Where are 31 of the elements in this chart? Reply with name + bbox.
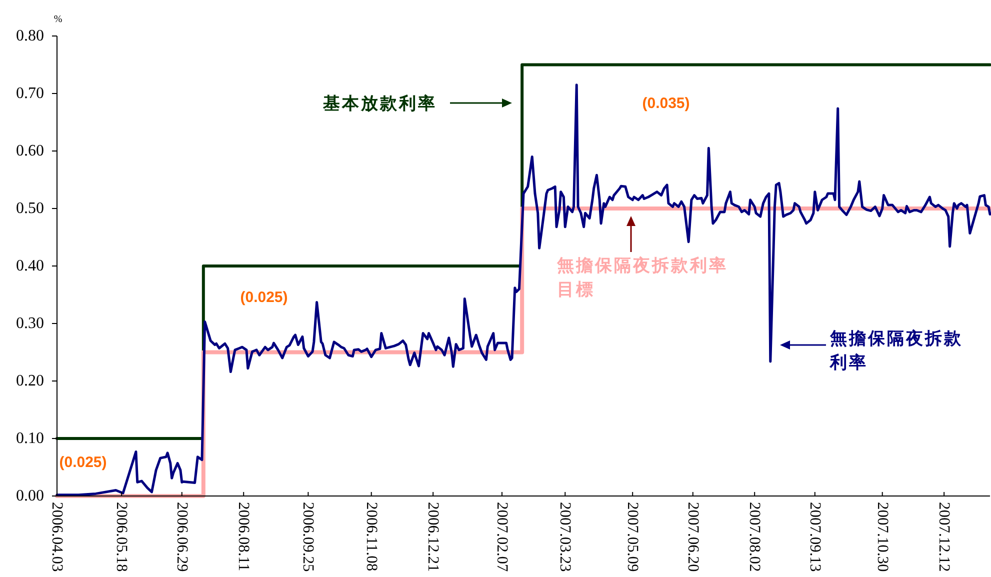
y-tick-label: 0.80 [16, 28, 44, 44]
x-tick-label: 2006.08.11 [235, 502, 252, 572]
text: 無擔保隔夜拆款利率 [829, 328, 963, 372]
annotation: (0.025) [59, 454, 107, 470]
x-tick-label: 2007.10.30 [874, 502, 891, 572]
y-tick-label: 0.10 [16, 430, 44, 447]
y-tick-label: 0.20 [16, 372, 44, 390]
x-tick-label: 2006.09.25 [300, 502, 317, 572]
x-tick-label: 2006.12.21 [424, 502, 442, 572]
x-tick-label: 2007.09.13 [806, 502, 824, 572]
x-tick-label: 2007.12.12 [936, 502, 953, 572]
x-tick-label: 2007.05.09 [624, 502, 642, 572]
x-tick-label: 2006.05.18 [113, 502, 130, 572]
text: 無擔保隔夜拆款利率目標 [556, 256, 728, 298]
text: 基本放款利率 [322, 94, 437, 112]
x-tick-label: 2006.04.03 [48, 502, 66, 572]
y-tick-label: 0.00 [16, 488, 44, 504]
x-tick-label: 2007.06.20 [684, 502, 702, 572]
x-tick-label: 2007.08.02 [746, 502, 764, 572]
x-tick-label: 2006.11.08 [362, 502, 380, 572]
x-tick-label: 2007.02.07 [493, 502, 510, 572]
y-tick-label: 0.60 [16, 142, 44, 160]
y-tick-label: 0.40 [16, 258, 44, 274]
annotation: (0.035) [642, 94, 690, 112]
annotation: (0.025) [240, 288, 288, 306]
x-tick-label: 2007.03.23 [556, 502, 574, 572]
y-tick-label: 0.30 [16, 315, 44, 332]
y-tick-label: 0.70 [16, 85, 44, 102]
y-tick-label: 0.50 [16, 200, 44, 217]
x-tick-label: 2006.06.29 [173, 502, 190, 572]
y-axis-title: % [54, 14, 62, 24]
